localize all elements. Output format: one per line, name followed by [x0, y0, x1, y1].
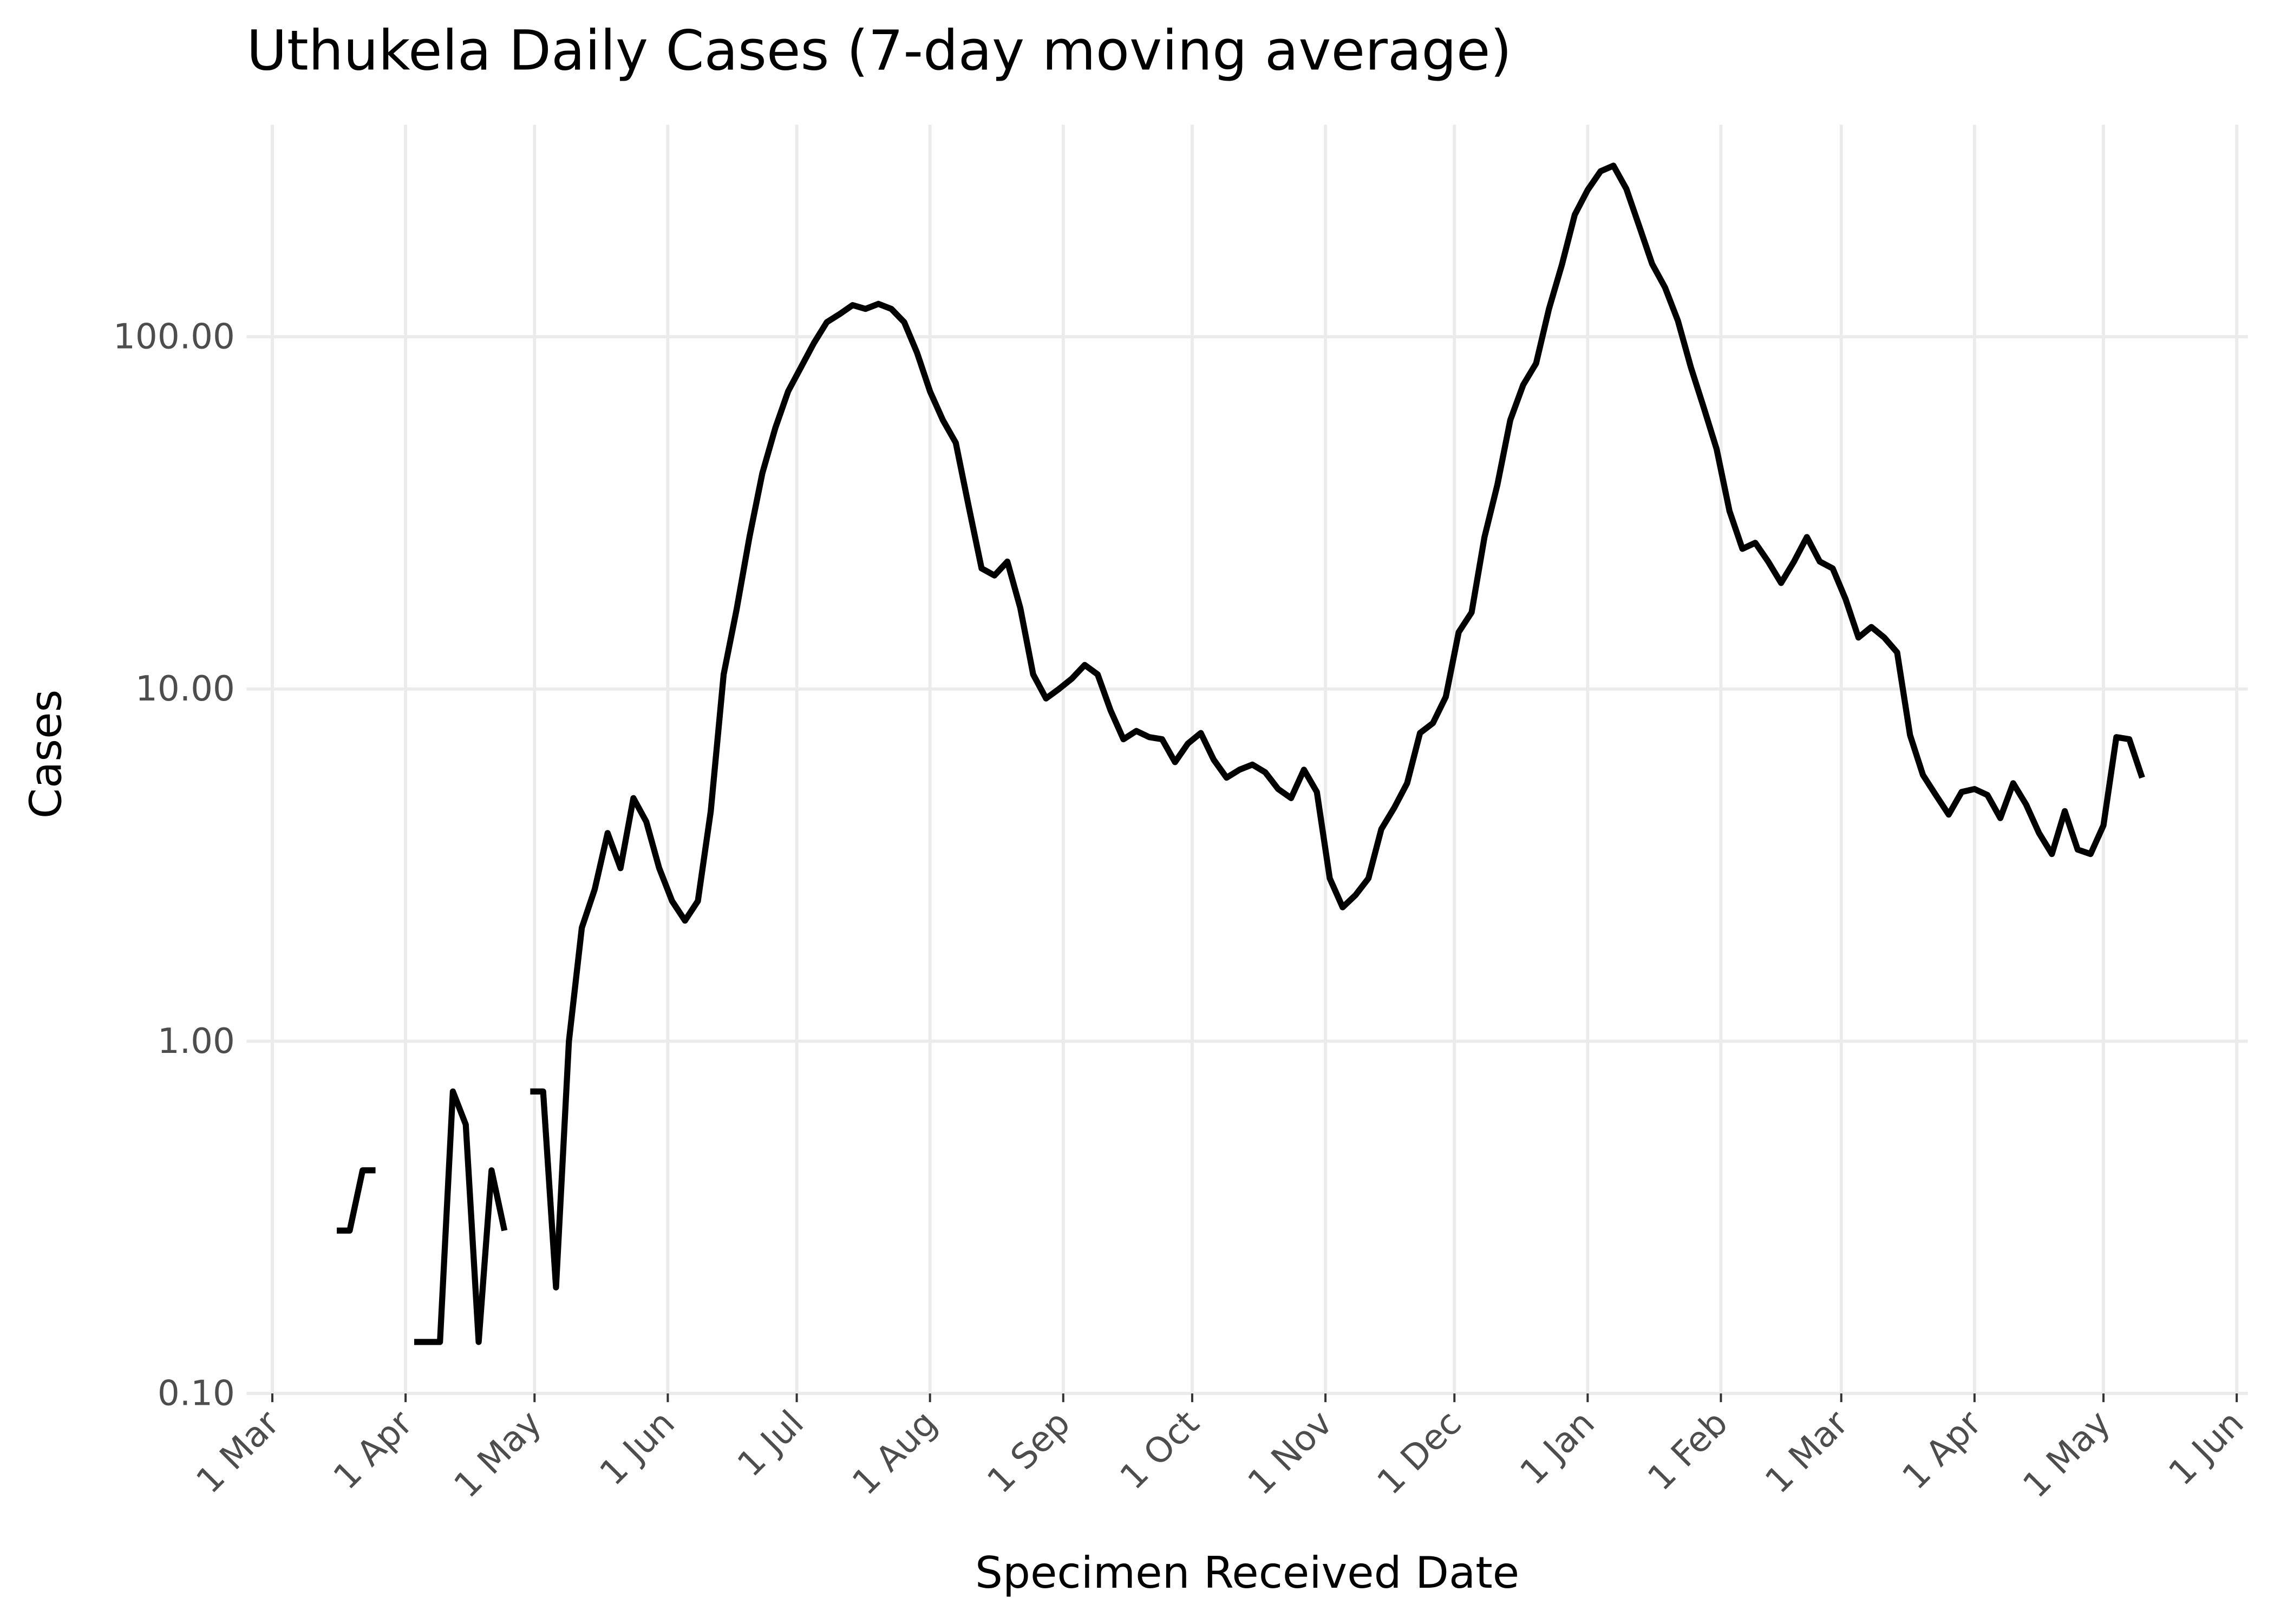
grid [246, 125, 2248, 1396]
x-axis-title: Specimen Received Date [975, 1547, 1519, 1598]
x-tick-label: 1 May [2015, 1403, 2118, 1505]
chart-title: Uthukela Daily Cases (7-day moving avera… [246, 19, 1512, 83]
x-tick-label: 1 Aug [845, 1403, 945, 1503]
ticks: 0.10 1.00 10.00 100.00 1 Mar 1 Apr 1 May 1 Jun 1… [113, 317, 2251, 1506]
y-tick-label: 100.00 [113, 317, 235, 357]
x-tick-label: 1 Mar [1757, 1403, 1857, 1502]
x-tick-label: 1 Jul [730, 1403, 812, 1484]
x-tick-label: 1 Apr [325, 1403, 420, 1497]
x-tick-label: 1 Jun [2161, 1403, 2251, 1493]
plot-area [337, 162, 2145, 1345]
x-tick-label: 1 Oct [1112, 1403, 1207, 1497]
x-tick-label: 1 Jan [1512, 1403, 1602, 1492]
x-tick-label: 1 Nov [1240, 1403, 1340, 1503]
x-tick-label: 1 Sep [979, 1403, 1078, 1501]
x-tick-label: 1 May [446, 1403, 549, 1505]
y-tick-label: 0.10 [158, 1373, 235, 1414]
y-tick-label: 10.00 [135, 669, 235, 709]
x-tick-label: 1 Dec [1369, 1403, 1469, 1502]
y-tick-label: 1.00 [158, 1021, 235, 1062]
x-tick-label: 1 Feb [1640, 1403, 1736, 1498]
y-axis-title: Cases [21, 690, 71, 818]
x-tick-label: 1 Jun [592, 1403, 682, 1493]
x-tick-label: 1 Mar [188, 1403, 287, 1502]
x-tick-label: 1 Apr [1894, 1403, 1989, 1497]
data-line [337, 162, 2145, 1345]
